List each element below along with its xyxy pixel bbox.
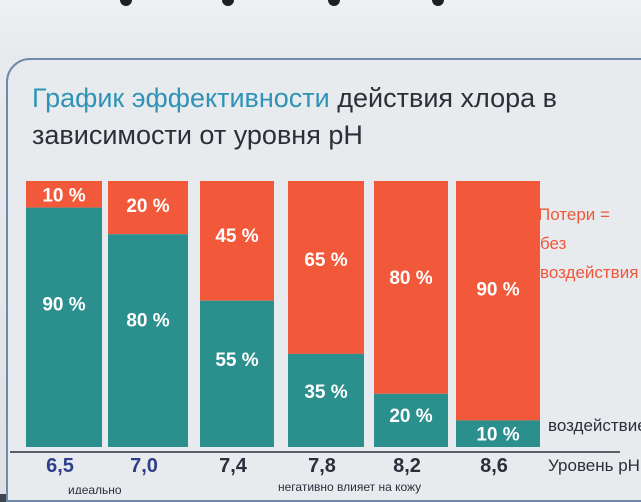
chart-title-rest: действия хлора в [329, 83, 557, 113]
bar-loss-4 [374, 181, 448, 394]
bar-effect-label-4: 20 % [389, 406, 432, 427]
bar-loss-label-2: 45 % [215, 226, 258, 247]
bar-effect-5 [456, 420, 540, 447]
bar-effect-2 [200, 300, 274, 447]
bar-effect-label-1: 80 % [126, 310, 169, 331]
bar-effect-label-2: 55 % [215, 350, 258, 371]
ph-label-3: 7,8 [308, 455, 336, 477]
chart-title: График эффективности действия хлора в за… [32, 80, 632, 154]
bar-effect-label-0: 90 % [42, 294, 85, 315]
bar-effect-3 [288, 353, 364, 447]
ph-label-1: 7,0 [130, 455, 158, 477]
bar-loss-label-3: 65 % [304, 250, 347, 271]
bar-effect-1 [108, 234, 188, 447]
bar-loss-label-0: 10 % [42, 185, 85, 206]
effect-legend-label: воздействие [548, 416, 641, 435]
bar-loss-label-1: 20 % [126, 196, 169, 217]
ph-labels-group: 6,5 7,0 7,4 7,8 8,2 8,6 [46, 455, 508, 477]
ph-label-0: 6,5 [46, 455, 74, 477]
axis-title: Уровень pH [548, 456, 640, 475]
binder-hole [328, 0, 340, 6]
note-negative: негативно влияет на кожу [278, 480, 421, 494]
bar-loss-label-5: 90 % [476, 280, 519, 301]
bar-loss-5 [456, 181, 540, 421]
binder-hole [432, 0, 444, 6]
poster-top-strip [0, 0, 641, 60]
bar-effect-label-3: 35 % [304, 382, 347, 403]
loss-legend-line3: воздействия [540, 263, 638, 282]
bars-group: 10 % 90 % 20 % 80 % 45 % 55 % 65 % 35 % 80 % 20 %… [26, 181, 540, 447]
note-ideal: идеально [68, 483, 122, 494]
bar-effect-label-5: 10 % [476, 425, 519, 446]
bar-loss-1 [108, 181, 188, 235]
bar-loss-label-4: 80 % [389, 268, 432, 289]
ph-label-5: 8,6 [480, 455, 508, 477]
ph-label-2: 7,4 [219, 455, 248, 477]
binder-hole [222, 0, 234, 6]
bar-loss-0 [26, 181, 102, 208]
bar-loss-2 [200, 181, 274, 301]
chart-title-line2: зависимости от уровня pH [32, 120, 363, 150]
bar-effect-0 [26, 207, 102, 447]
bar-loss-3 [288, 181, 364, 354]
loss-legend-line2: без [540, 234, 567, 253]
loss-legend-line1: Потери = [538, 205, 610, 224]
bar-effect-4 [374, 393, 448, 447]
binder-hole [120, 0, 132, 6]
ph-label-4: 8,2 [393, 455, 421, 477]
chart-title-accent: График эффективности [32, 83, 330, 113]
